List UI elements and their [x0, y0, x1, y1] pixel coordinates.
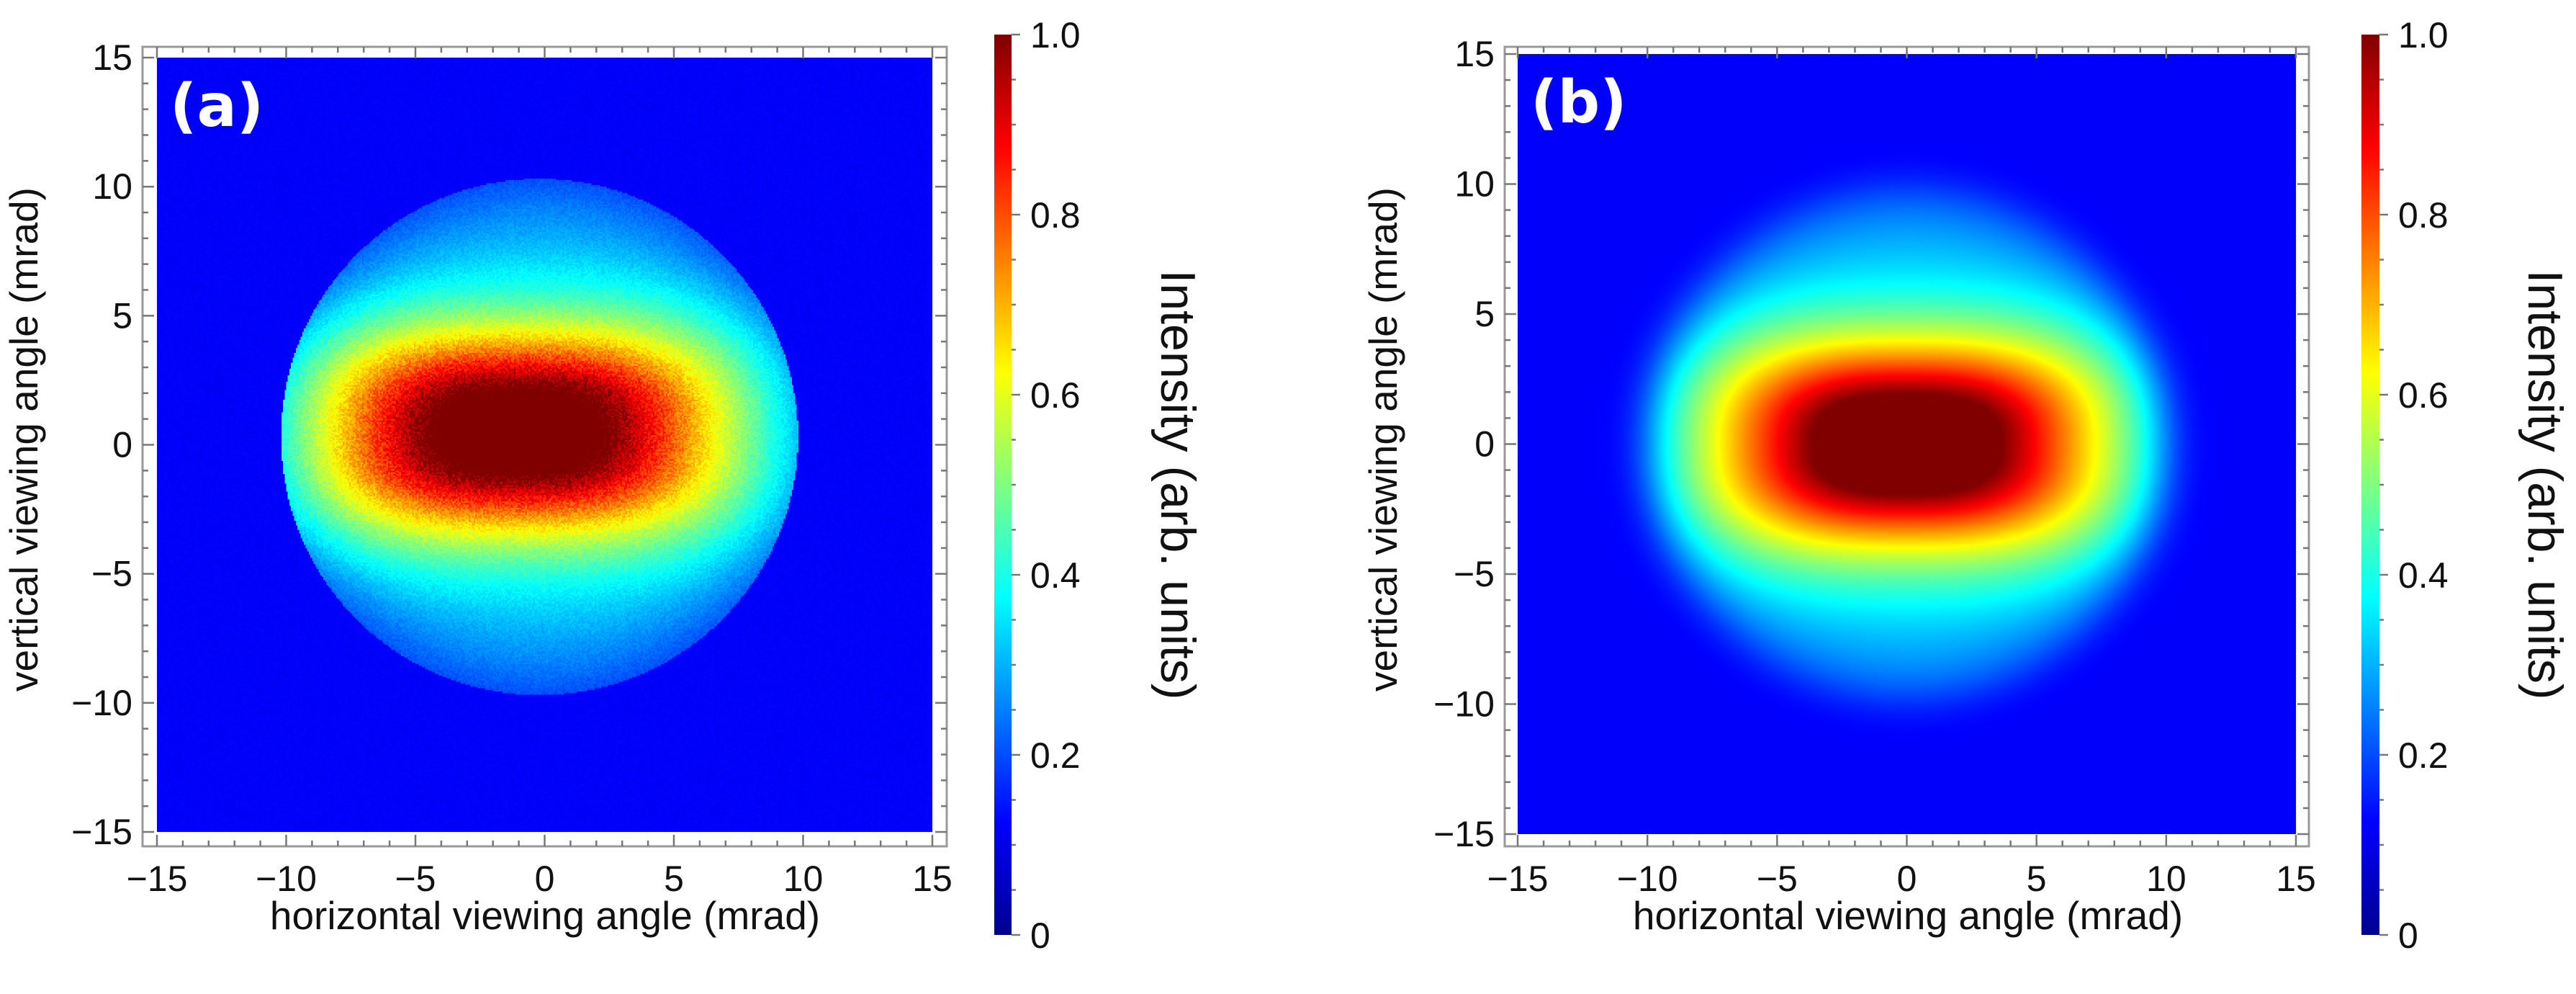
y-tick-label: −15 [1433, 814, 1495, 854]
y-tick-label: 0 [1474, 424, 1495, 465]
colorbar-label: Intensity (arb. units) [1150, 269, 1205, 699]
heatmap-image [157, 58, 932, 832]
x-tick-label: 15 [2276, 859, 2316, 899]
x-tick-label: 10 [2146, 859, 2187, 899]
colorbar-tick-label: 0.4 [2398, 555, 2449, 596]
y-tick-label: 15 [1454, 34, 1495, 74]
colorbar-tick-label: 0.8 [2398, 195, 2449, 236]
x-tick-label: 0 [535, 859, 555, 899]
x-tick-label: 15 [912, 859, 953, 899]
colorbar-tick-label: 0.6 [1030, 375, 1081, 416]
x-tick-label: −10 [256, 859, 317, 899]
colorbar-tick-label: 1.0 [2398, 15, 2449, 55]
y-tick-label: −15 [71, 812, 132, 852]
y-axis-label: vertical viewing angle (mrad) [1361, 187, 1405, 691]
x-tick-label: 0 [1897, 859, 1917, 899]
colorbar-tick-label: 0.4 [1030, 555, 1081, 596]
y-tick-label: 0 [112, 425, 132, 465]
colorbar [2361, 35, 2379, 935]
x-tick-label: −15 [1487, 859, 1549, 899]
x-tick-label: 10 [783, 859, 824, 899]
colorbar-tick-label: 0.2 [2398, 735, 2449, 776]
x-axis-label: horizontal viewing angle (mrad) [270, 893, 820, 938]
x-tick-label: −15 [127, 859, 188, 899]
y-tick-label: 10 [1454, 164, 1495, 205]
x-tick-label: −10 [1617, 859, 1678, 899]
y-tick-label: 5 [1474, 294, 1495, 334]
panel-label: (a) [170, 72, 264, 140]
x-tick-label: 5 [664, 859, 684, 899]
x-tick-label: −5 [1757, 859, 1798, 899]
y-tick-label: 15 [92, 37, 132, 78]
colorbar-tick-label: 0.2 [1030, 735, 1081, 776]
colorbar [994, 35, 1012, 935]
panel-label: (b) [1531, 68, 1627, 137]
colorbar-tick-label: 0.6 [2398, 375, 2449, 416]
y-tick-label: −5 [1454, 554, 1495, 594]
x-axis-label: horizontal viewing angle (mrad) [1633, 893, 2183, 938]
x-tick-label: −5 [395, 859, 436, 899]
colorbar-tick-label: 1.0 [1030, 15, 1081, 55]
y-tick-label: −5 [91, 554, 132, 594]
panel-a: −15 −10 −5 0 5 10 15 −15 −10 −5 0 5 10 15 horizontal v… [1, 15, 1205, 956]
y-tick-label: 5 [112, 295, 132, 336]
colorbar-label: Intensity (arb. units) [2518, 269, 2572, 699]
y-tick-label: 10 [92, 166, 132, 207]
y-axis-label: vertical viewing angle (mrad) [1, 187, 46, 691]
colorbar-tick-label: 0 [2398, 915, 2418, 956]
x-tick-label: 5 [2027, 859, 2047, 899]
panel-b: −15 −10 −5 0 5 10 15 −15 −10 −5 0 5 10 15 horizontal v… [1361, 15, 2572, 956]
colorbar-tick-label: 0 [1030, 915, 1050, 956]
heatmap-image [1518, 54, 2296, 834]
y-tick-label: −10 [1433, 684, 1495, 725]
y-tick-label: −10 [71, 683, 132, 723]
colorbar-tick-label: 0.8 [1030, 195, 1081, 236]
